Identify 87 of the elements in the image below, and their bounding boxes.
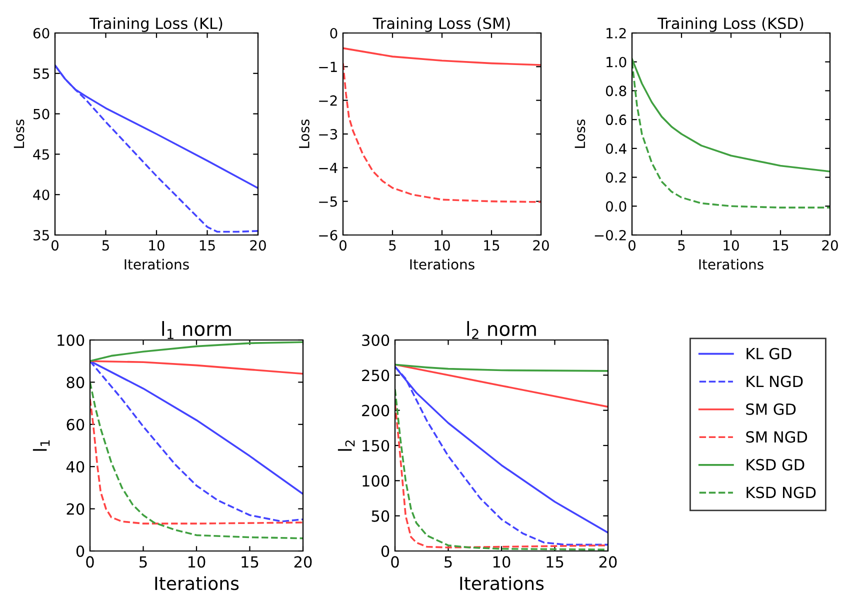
chart-title: Training Loss (KSD): [658, 17, 804, 32]
y-axis-title: l$_{2}$: [338, 440, 355, 451]
chart-title: Training Loss (SM): [372, 17, 510, 32]
y-tick-label: −0.2: [594, 230, 626, 240]
x-tick-label: 0: [51, 240, 58, 251]
y-tick-label: 60: [66, 418, 84, 430]
legend-label: KL NGD: [746, 376, 803, 388]
line-series: [343, 62, 541, 203]
y-tick-label: −5: [319, 196, 337, 207]
legend-label: KSD NGD: [746, 486, 816, 498]
x-tick-label: 5: [678, 240, 685, 251]
y-axis-title: Loss: [574, 119, 586, 148]
line-series: [632, 60, 830, 208]
x-tick-label: 0: [86, 556, 94, 568]
y-tick-label: 0: [330, 28, 338, 38]
x-tick-label: 15: [200, 240, 215, 251]
x-axis-title: Iterations: [699, 258, 764, 270]
y-tick-label: 60: [33, 28, 50, 38]
y-tick-label: 50: [34, 108, 50, 120]
x-axis-title: Iterations: [155, 576, 239, 590]
x-tick-label: 0: [339, 240, 346, 251]
y-tick-label: 35: [34, 230, 49, 240]
y-tick-label: 1.0: [606, 56, 626, 68]
x-tick-label: 10: [493, 556, 510, 568]
y-tick-label: 0.8: [606, 86, 626, 96]
y-tick-label: 40: [66, 461, 84, 473]
x-tick-label: 10: [188, 556, 206, 568]
y-tick-label: −3: [319, 128, 338, 140]
y-tick-label: −6: [319, 230, 338, 240]
line-series: [90, 360, 303, 375]
y-tick-label: 0.2: [606, 172, 626, 183]
x-axis-title: Iterations: [460, 576, 544, 590]
x-tick-label: 15: [484, 240, 500, 251]
x-tick-label: 20: [822, 240, 838, 251]
y-tick-label: 0: [381, 545, 390, 558]
legend-label: KSD GD: [746, 458, 804, 470]
y-tick-label: 1.2: [606, 28, 626, 38]
x-tick-label: 20: [533, 240, 549, 251]
y-tick-label: 80: [66, 376, 84, 388]
line-series: [90, 398, 303, 524]
line-series: [395, 364, 608, 372]
y-axis-title: l$_{1}$: [32, 440, 50, 451]
y-tick-label: 100: [58, 334, 84, 346]
x-tick-label: 5: [444, 556, 452, 568]
y-tick-label: 0.0: [606, 201, 626, 212]
x-tick-label: 20: [250, 240, 266, 251]
y-tick-label: 50: [372, 510, 390, 522]
legend-label: SM NGD: [746, 431, 808, 443]
y-tick-label: −2: [319, 95, 337, 106]
line-series: [343, 47, 541, 66]
y-tick-label: 45: [33, 149, 49, 160]
y-tick-label: 0.4: [606, 143, 626, 154]
y-tick-label: 100: [362, 475, 390, 487]
chart-title: l$_{2}$ norm: [467, 321, 536, 340]
legend-label: KL GD: [746, 348, 792, 360]
x-tick-label: 15: [773, 240, 788, 251]
x-tick-label: 5: [102, 240, 109, 251]
y-tick-label: 20: [66, 503, 84, 515]
y-axis-title: Loss: [299, 119, 310, 148]
chart-title: Training Loss (KL): [89, 17, 222, 32]
x-axis-title: Iterations: [124, 258, 189, 270]
y-tick-label: 200: [362, 404, 390, 416]
x-tick-label: 10: [149, 240, 164, 251]
y-tick-label: 300: [362, 334, 390, 346]
line-series: [395, 364, 608, 408]
chart-title: l$_{1}$ norm: [162, 321, 231, 340]
x-tick-label: 0: [391, 556, 399, 568]
y-tick-label: −1: [319, 62, 337, 72]
y-tick-label: 150: [362, 440, 390, 452]
x-tick-label: 10: [434, 240, 450, 251]
y-axis-title: Loss: [14, 119, 24, 148]
y-tick-label: 55: [34, 68, 49, 79]
y-tick-label: −4: [319, 162, 338, 173]
x-tick-label: 5: [140, 556, 147, 568]
y-tick-label: 250: [362, 370, 390, 382]
y-tick-label: 0: [76, 545, 84, 558]
x-tick-label: 10: [724, 240, 739, 251]
x-tick-label: 15: [242, 556, 258, 568]
x-tick-label: 20: [294, 556, 312, 568]
y-tick-label: 0.6: [606, 114, 626, 126]
line-series: [90, 381, 303, 540]
x-tick-label: 5: [389, 240, 396, 251]
y-tick-label: 40: [33, 190, 50, 200]
x-tick-label: 0: [628, 240, 636, 251]
legend-label: SM GD: [746, 403, 796, 415]
x-tick-label: 15: [546, 556, 564, 568]
x-axis-title: Iterations: [410, 258, 474, 270]
